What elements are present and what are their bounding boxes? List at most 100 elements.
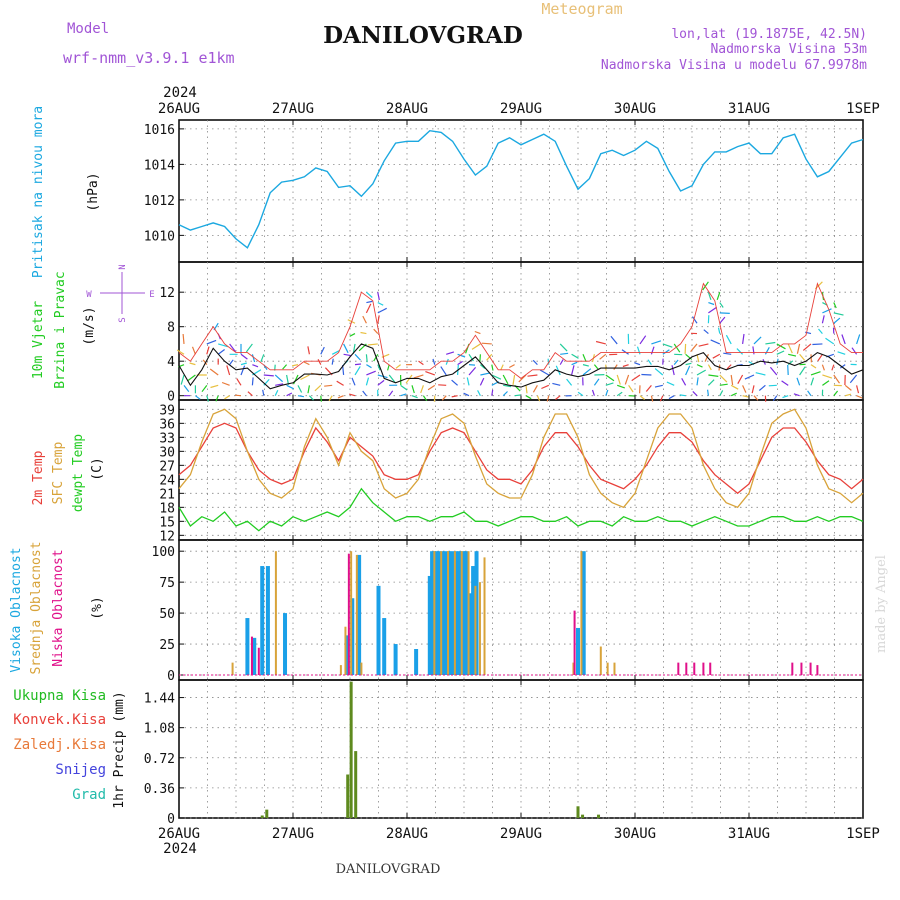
wind-arrow [736, 348, 744, 355]
wind-gust-line [178, 282, 863, 379]
wind-arrow [810, 377, 815, 386]
cloud-unit: (%) [90, 596, 105, 619]
wind-arrow [366, 370, 376, 376]
wind-arrow [263, 378, 270, 386]
wind-arrow [787, 343, 793, 354]
wind-arrow [218, 343, 228, 348]
cloud-bar [572, 662, 575, 675]
wind-arrow [463, 392, 470, 397]
wind-arrow [673, 343, 681, 353]
wind-arrow [696, 354, 700, 363]
bottom-day-label: 1SEP [846, 826, 880, 842]
wind-arrow [282, 364, 288, 370]
wind-arrow [668, 395, 675, 400]
wind-arrow [420, 385, 424, 394]
wind-arrow [772, 395, 778, 402]
pressure-line [178, 129, 864, 249]
wind-arrow [799, 366, 806, 376]
wind-arrow [195, 395, 201, 400]
cloud-bar [357, 554, 362, 675]
cloud-bar [414, 649, 419, 675]
wind-arrow [365, 303, 372, 314]
cloud-bar [460, 551, 465, 675]
wind-arrow [810, 371, 821, 376]
wind-arrow [293, 374, 299, 385]
wind-arrow [702, 281, 709, 291]
wind-arrow [681, 378, 687, 386]
wind-arrow [251, 377, 254, 386]
cloud-bar [265, 566, 270, 675]
wind-arrow [354, 353, 361, 361]
wind-arrow [856, 395, 863, 399]
wind-arrow [839, 364, 846, 369]
wind-arrow [236, 378, 242, 386]
pressure-tick-label: 1014 [144, 158, 175, 173]
wind-arrow [650, 346, 655, 355]
wind-arrow [807, 390, 812, 397]
wind-arrow [707, 379, 715, 386]
bottom-day-label: 27AUG [272, 826, 314, 842]
wind-arrow [628, 385, 634, 393]
wind-arrow [788, 353, 797, 357]
wind-arrow [582, 354, 587, 362]
wind-arrow [624, 374, 630, 385]
cloud-bar [440, 551, 443, 675]
wind-arrow [466, 377, 470, 386]
wind-arrow [751, 385, 755, 394]
wind-arrow [411, 385, 415, 394]
wind-arrow [856, 334, 861, 345]
wind-arrow [377, 301, 384, 306]
wind-arrow [753, 336, 762, 345]
wind-arrow [286, 374, 290, 385]
wind-arrow [400, 393, 407, 397]
wind-arrow [730, 374, 734, 385]
wind-arrow [377, 315, 380, 324]
wind-arrow [191, 346, 196, 355]
wind-arrow [692, 316, 698, 324]
top-day-label: 26AUG [158, 101, 200, 117]
precip-tick-label: 0 [167, 812, 175, 827]
wind-arrow [636, 346, 641, 355]
wind-arrow [411, 395, 418, 399]
temp-ylabel-2: SFC Temp [51, 442, 66, 505]
wind-arrow [833, 374, 840, 384]
wind-arrow [509, 364, 515, 369]
wind-arrow [245, 343, 253, 353]
temp-tick-label: 36 [159, 417, 175, 432]
cloud-bar [606, 662, 609, 675]
wind-arrow [351, 377, 356, 386]
wind-arrow [274, 390, 279, 396]
cloud-bar [376, 585, 381, 675]
wind-arrow [481, 342, 492, 345]
cloud-bar [800, 662, 803, 675]
wind-tick-label: 8 [167, 321, 175, 336]
wind-arrow [662, 343, 673, 348]
cloud-bar [467, 551, 470, 675]
wind-arrow [582, 364, 589, 367]
cloud-bar [283, 613, 288, 675]
wind-arrow [468, 353, 474, 362]
wind-arrow [753, 395, 759, 401]
wind-arrow [723, 352, 732, 355]
page-title: DANILOVGRAD [323, 22, 523, 49]
wind-arrow [354, 366, 361, 376]
bottom-day-label: 26AUG [158, 826, 200, 842]
temperature-panel [178, 399, 864, 541]
model-elevation-text: Nadmorska Visina u modelu 67.9978m [601, 58, 867, 73]
bottom-day-label: 31AUG [728, 826, 770, 842]
wind-arrow [719, 374, 728, 383]
wind-arrow [366, 300, 373, 304]
wind-arrow [787, 360, 794, 366]
wind-arrow [821, 364, 825, 371]
wind-arrow [210, 384, 219, 389]
wind-arrow [525, 385, 528, 394]
wind-arrow [349, 393, 356, 397]
wind-unit: (m/s) [82, 306, 97, 345]
wind-arrow [650, 395, 654, 402]
precip-bar [576, 806, 580, 818]
wind-arrow [559, 359, 564, 365]
wind-arrow [343, 353, 352, 357]
wind-arrow [413, 374, 424, 379]
wind-arrow [856, 385, 860, 394]
wind-arrow [400, 384, 408, 391]
